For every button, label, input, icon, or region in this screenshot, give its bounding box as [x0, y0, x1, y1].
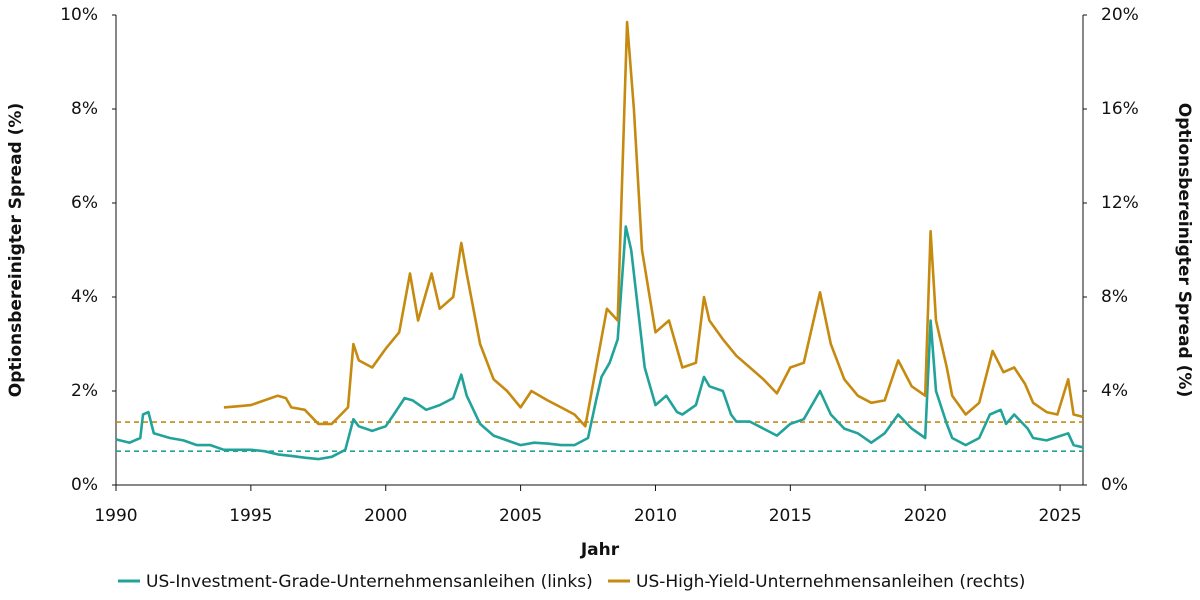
- y2-tick-label: 16%: [1101, 99, 1139, 119]
- y2-tick-label: 0%: [1101, 475, 1128, 495]
- y2-tick-label: 12%: [1101, 193, 1139, 213]
- y-tick-label: 8%: [71, 99, 98, 119]
- y-axis-title: Optionsbereinigter Spread (%): [6, 103, 26, 397]
- x-tick-label: 1990: [94, 506, 137, 526]
- y-tick-label: 4%: [71, 287, 98, 307]
- series-line: [223, 20, 1084, 428]
- y-tick-label: 10%: [60, 5, 98, 25]
- x-tick-label: 2015: [769, 506, 812, 526]
- x-tick-label: 2010: [634, 506, 677, 526]
- x-tick-label: 2020: [904, 506, 947, 526]
- x-tick-label: 2000: [364, 506, 407, 526]
- y-tick-label: 0%: [71, 475, 98, 495]
- y-tick-label: 6%: [71, 193, 98, 213]
- y2-tick-label: 20%: [1101, 5, 1139, 25]
- y2-tick-label: 8%: [1101, 287, 1128, 307]
- y2-tick-label: 4%: [1101, 381, 1128, 401]
- legend-label: US-Investment-Grade-Unternehmensanleihen…: [146, 572, 593, 592]
- series-line: [115, 225, 1084, 461]
- x-tick-label: 2005: [499, 506, 542, 526]
- y2-axis-title: Optionsbereinigter Spread (%): [1174, 103, 1194, 397]
- x-tick-label: 2025: [1038, 506, 1081, 526]
- y-tick-label: 2%: [71, 381, 98, 401]
- legend-label: US-High-Yield-Unternehmensanleihen (rech…: [636, 572, 1025, 592]
- x-tick-label: 1995: [229, 506, 272, 526]
- x-axis-title: Jahr: [580, 540, 620, 560]
